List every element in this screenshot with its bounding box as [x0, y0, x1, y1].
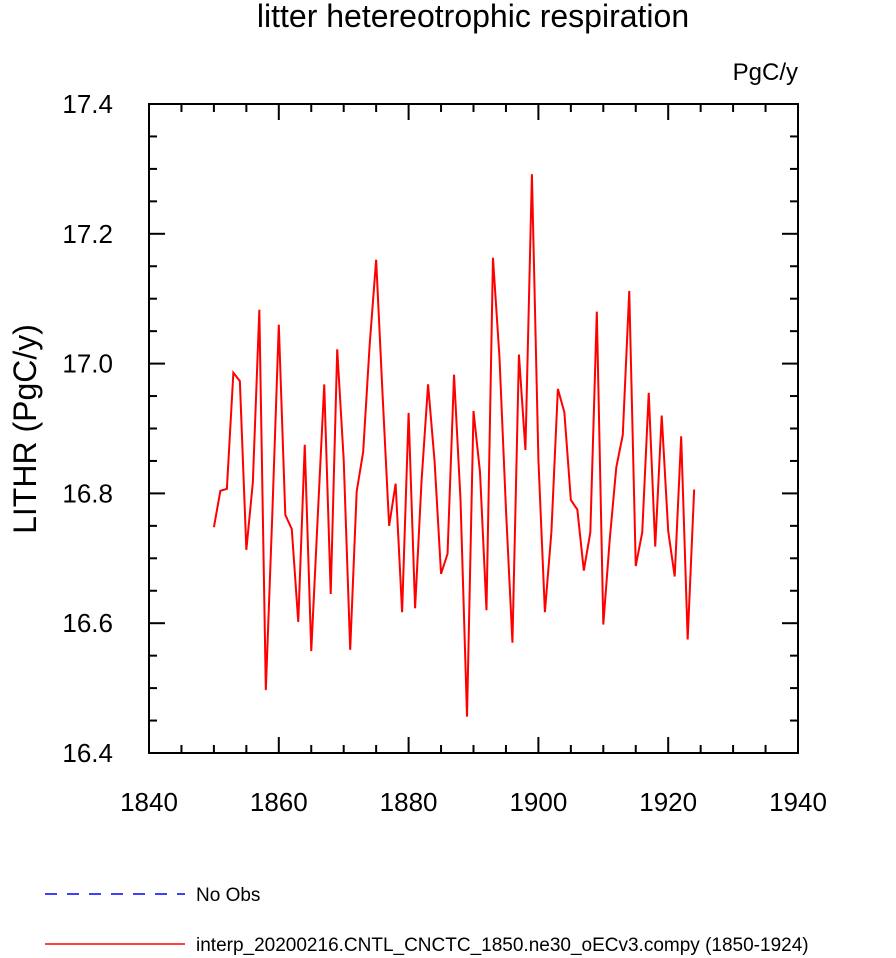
y-tick-label: 17.2 — [62, 219, 113, 249]
x-tick-label: 1840 — [120, 787, 178, 817]
y-axis-label: LITHR (PgC/y) — [7, 324, 43, 534]
x-tick-label: 1880 — [380, 787, 438, 817]
x-tick-label: 1940 — [769, 787, 827, 817]
y-tick-label: 16.4 — [62, 738, 113, 768]
legend-model-label: interp_20200216.CNTL_CNCTC_1850.ne30_oEC… — [196, 935, 809, 956]
x-tick-label: 1860 — [250, 787, 308, 817]
units-label: PgC/y — [733, 59, 798, 86]
chart-title: litter hetereotrophic respiration — [257, 0, 689, 34]
legend-no-obs-label: No Obs — [196, 885, 260, 906]
series-line — [212, 174, 696, 717]
plot-series — [212, 174, 696, 717]
x-tick-label: 1920 — [639, 787, 697, 817]
y-tick-label: 17.4 — [62, 89, 113, 119]
y-tick-label: 16.6 — [62, 608, 113, 638]
x-tick-label: 1900 — [509, 787, 567, 817]
tick-labels: 1840 1860 1880 1900 1920 1940 16.4 16.6 16.8 17.0… — [62, 89, 827, 817]
y-tick-label: 17.0 — [62, 349, 113, 379]
y-tick-label: 16.8 — [62, 478, 113, 508]
plot-frame — [148, 103, 799, 754]
